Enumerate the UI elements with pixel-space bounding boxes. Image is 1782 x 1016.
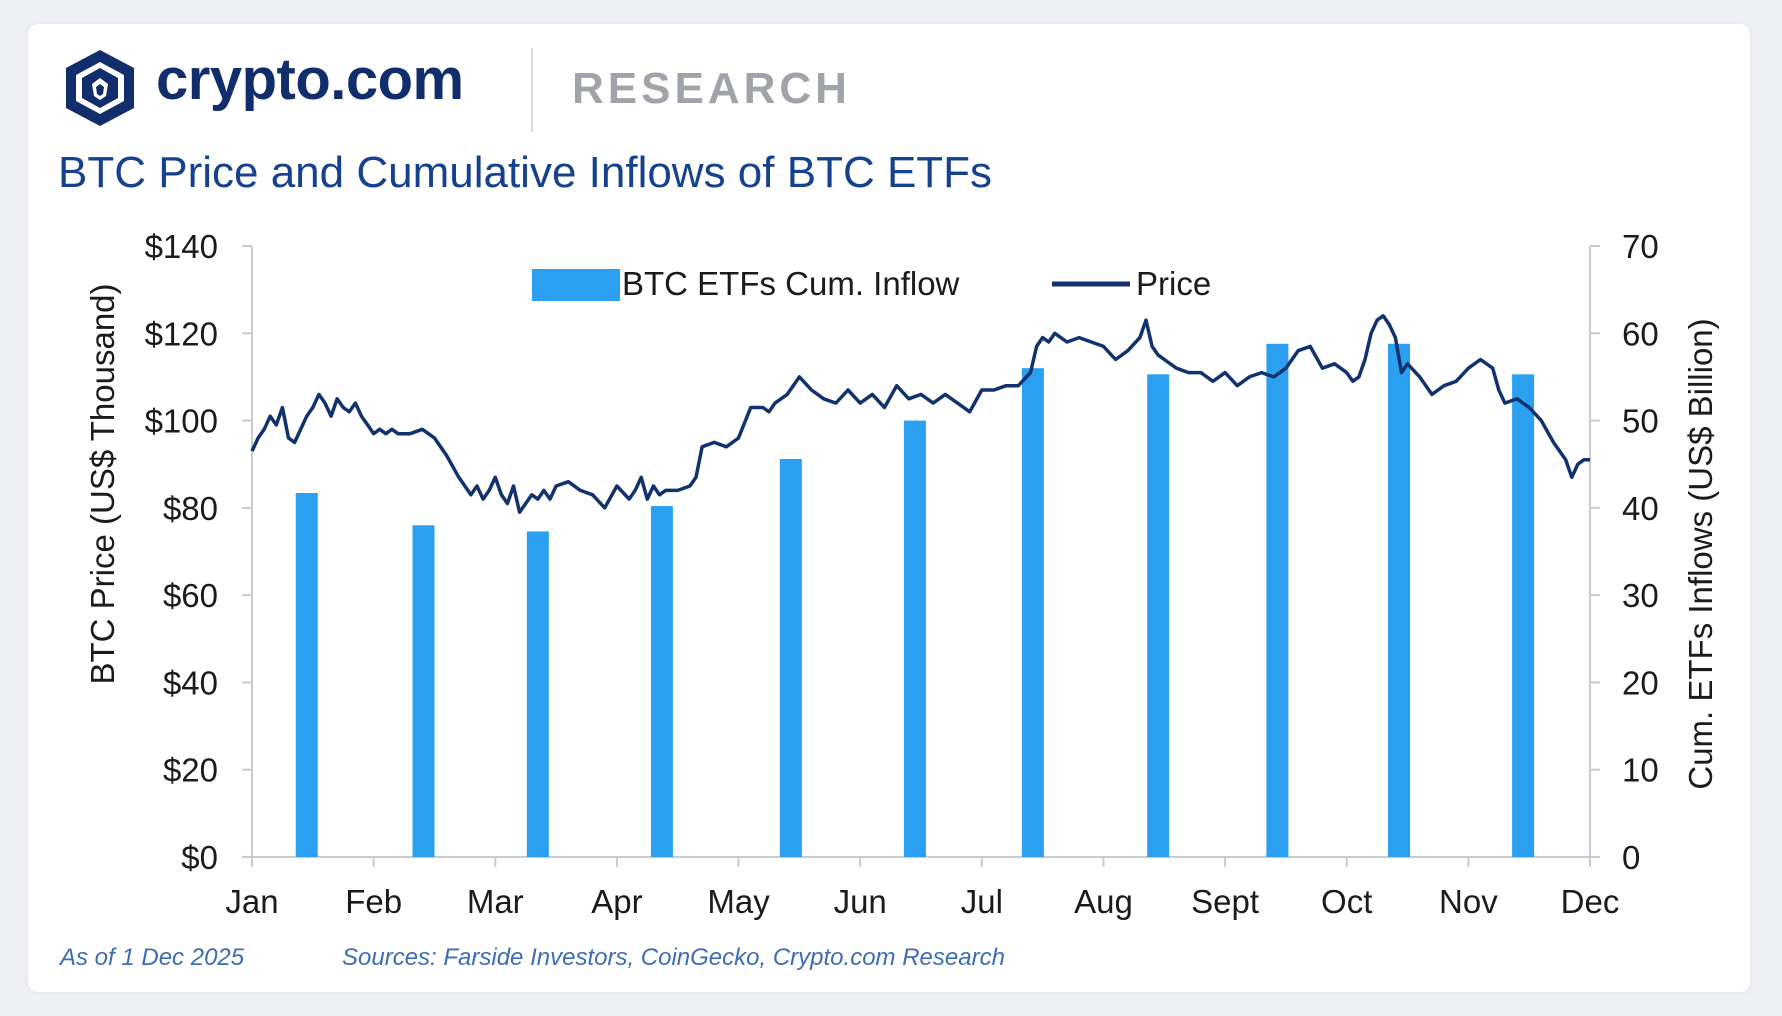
chart-title: BTC Price and Cumulative Inflows of BTC … — [58, 148, 993, 197]
x-axis-tick-label: Nov — [1439, 883, 1498, 920]
legend: BTC ETFs Cum. Inflow Price — [532, 265, 1211, 302]
etf-inflow-bar — [903, 420, 926, 857]
left-axis-tick-label: $100 — [145, 403, 218, 440]
left-axis-tick-label: $60 — [163, 577, 218, 614]
bars-layer — [295, 343, 1535, 857]
x-axis-tick-label: May — [707, 883, 770, 920]
x-axis-tick-label: Jul — [961, 883, 1003, 920]
etf-inflow-bar — [1266, 343, 1289, 857]
brand-name: crypto.com — [156, 47, 464, 112]
left-axis-tick-label: $140 — [145, 228, 218, 265]
legend-bar-swatch — [532, 269, 620, 301]
x-axis-tick-label: Aug — [1074, 883, 1133, 920]
right-axis-tick-label: 30 — [1622, 577, 1659, 614]
axes-layer: $0 $20 $40 $60 $80 $100 $120 $140 0 10 20 30 40 50 60 7… — [145, 228, 1659, 920]
etf-inflow-bar — [1021, 368, 1044, 857]
right-axis-tick-label: 10 — [1622, 752, 1659, 789]
legend-bar-label: BTC ETFs Cum. Inflow — [622, 265, 960, 302]
x-axis-tick-label: Oct — [1321, 883, 1372, 920]
right-axis-tick-label: 70 — [1622, 228, 1659, 265]
left-axis-tick-label: $40 — [163, 664, 218, 701]
x-axis-tick-label: Jan — [225, 883, 278, 920]
line-layer — [250, 314, 1590, 514]
right-axis-tick-label: 20 — [1622, 664, 1659, 701]
x-axis-tick-label: Apr — [591, 883, 642, 920]
right-axis-tick-label: 40 — [1622, 490, 1659, 527]
etf-inflow-bar — [779, 458, 802, 857]
etf-inflow-bar — [412, 525, 435, 857]
left-axis-label: BTC Price (US$ Thousand) — [84, 283, 121, 684]
etf-inflow-bar — [526, 531, 549, 857]
right-axis-tick-label: 60 — [1622, 315, 1659, 352]
left-axis-tick-label: $20 — [163, 752, 218, 789]
section-label: RESEARCH — [572, 64, 851, 113]
etf-inflow-bar — [295, 493, 318, 857]
legend-line-label: Price — [1136, 265, 1211, 302]
left-axis-tick-label: $0 — [181, 839, 218, 876]
etf-inflow-bar — [1147, 374, 1170, 857]
as-of-date: As of 1 Dec 2025 — [60, 944, 245, 971]
right-axis-label: Cum. ETFs Inflows (US$ Billion) — [1682, 318, 1719, 789]
right-axis-tick-label: 50 — [1622, 403, 1659, 440]
etf-inflow-bar — [1388, 343, 1411, 857]
left-axis-tick-label: $120 — [145, 315, 218, 352]
header-divider — [531, 48, 533, 132]
sources-note: Sources: Farside Investors, CoinGecko, C… — [342, 944, 1005, 971]
x-axis-tick-label: Feb — [345, 883, 402, 920]
x-axis-tick-label: Jun — [834, 883, 887, 920]
etf-inflow-bar — [1512, 374, 1535, 857]
x-axis-tick-label: Sept — [1191, 883, 1259, 920]
price-line — [250, 314, 1590, 514]
x-axis-tick-label: Dec — [1561, 883, 1620, 920]
etf-inflow-bar — [650, 506, 673, 857]
crypto-com-logo-icon — [66, 50, 134, 126]
left-axis-tick-label: $80 — [163, 490, 218, 527]
right-axis-tick-label: 0 — [1622, 839, 1640, 876]
x-axis-tick-label: Mar — [467, 883, 524, 920]
